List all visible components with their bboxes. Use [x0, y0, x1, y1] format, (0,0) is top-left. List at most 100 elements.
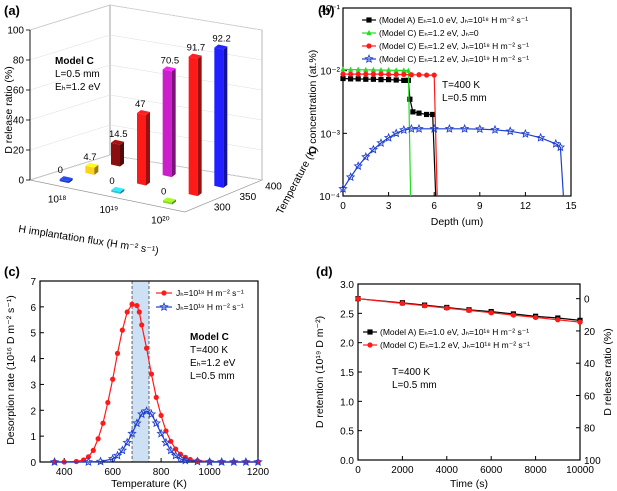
panel-b-data-point	[459, 123, 470, 133]
panel-d-data-point	[488, 310, 494, 316]
panel-a-bar	[59, 176, 73, 184]
panel-a-gridline	[29, 154, 111, 181]
panel-a-bar-value-label: 14.5	[109, 129, 128, 140]
panel-d-x-tick-label: 8000	[524, 465, 547, 476]
panel-c-data-point	[114, 350, 121, 356]
panel-c-data-point	[136, 309, 142, 315]
panel-a-bar-value-label: 4.7	[83, 152, 96, 163]
panel-a-bar-value-label: 47	[135, 99, 146, 110]
panel-b-data-point	[383, 132, 394, 142]
panel-c-y-tick-label: 0	[30, 458, 36, 469]
panel-b-legend-marker	[366, 29, 372, 36]
panel-a-gridlines	[29, 4, 263, 181]
panel-c-x-tick-label: 1200	[247, 467, 270, 478]
panel-b-x-tick-label: 6	[431, 201, 437, 212]
panel-d-data-point	[533, 314, 539, 321]
panel-c-data-point	[216, 457, 227, 467]
panel-a-bar-top	[137, 110, 150, 115]
panel-b-data-point	[399, 125, 409, 135]
panel-a-z-tick-label: 300	[214, 203, 231, 214]
panel-c-y-tick-label: 3	[30, 380, 36, 391]
panel-a-bar-top	[188, 53, 202, 59]
panel-b-data-point	[355, 71, 361, 77]
panel-d-legend: (Model A) Eₕ=1.0 eV, Jₕ=10¹⁸ H m⁻² s⁻¹ (M…	[363, 327, 530, 350]
panel-a-bar-side	[172, 199, 176, 205]
panel-a-bar-side	[120, 141, 124, 167]
panel-b-data-point	[551, 138, 561, 148]
panel-a-bar-value-label: 91.7	[187, 43, 206, 54]
panel-a-bar-front	[85, 165, 95, 175]
panel-b-data-point	[407, 96, 413, 102]
panel-a-bar	[214, 44, 228, 188]
panel-a-annotation: Model C L=0.5 mm Eₕ=1.2 eV	[55, 56, 101, 93]
panel-c-y-axis-label: Desorption rate (10¹⁶ D m⁻² s⁻¹)	[5, 295, 17, 445]
panel-a-z-tick-label: 350	[240, 192, 257, 203]
panel-b-data-point	[430, 111, 436, 118]
panel-a-gridline	[29, 34, 111, 61]
panel-b-legend-label: (Model A) Eₕ=1.0 eV, Jₕ=10¹⁸ H m⁻² s⁻¹	[379, 15, 528, 25]
panel-c-data-point	[112, 450, 123, 460]
panel-b-data-point	[475, 124, 485, 134]
panel-b-x-tick-label: 12	[520, 201, 532, 212]
panel-a-y-tick-label: 100	[7, 26, 24, 37]
panel-b-x-tick-label: 15	[565, 201, 577, 212]
panel-a-x-axis-label: H implantation flux (H m⁻² s⁻¹)	[18, 223, 160, 257]
panel-c-y-tick-label: 6	[30, 303, 36, 314]
panel-c-legend-label: Jₕ=10¹⁹ H m⁻² s⁻¹	[176, 302, 244, 312]
panel-c-data-point	[166, 445, 176, 455]
panel-c-data-point	[105, 399, 111, 406]
panel-b-series-line	[342, 77, 437, 197]
panel-b-legend-marker	[366, 17, 372, 23]
panel-c-data-point	[180, 455, 191, 465]
panel-b-data-point	[431, 72, 437, 78]
panel-d-x-tick-label: 0	[355, 465, 361, 476]
panel-a-bar-side	[223, 46, 228, 188]
panel-b-data-point	[386, 67, 392, 73]
panel-c-data-point	[204, 457, 215, 467]
panel-b-data-point	[348, 66, 354, 72]
panel-d-data-point	[510, 312, 516, 318]
panel-b-data-point	[386, 71, 392, 78]
panel-a-bar-front	[111, 189, 121, 194]
panel-b-data-point	[370, 71, 376, 77]
panel-c-x-axis-label: Temperature (K)	[111, 478, 187, 490]
panel-b-series-group	[340, 71, 438, 197]
panel-c-annotation-line: T=400 K	[190, 345, 228, 356]
panel-c-data-point	[151, 418, 161, 428]
panel-a-gridline	[109, 34, 263, 61]
panel-c-data-point	[143, 345, 150, 351]
panel-c-x-tick-label: 600	[104, 467, 121, 478]
panel-c-data-point	[168, 438, 174, 444]
panel-c-data-point	[170, 450, 181, 460]
panel-a-bar-value-label: 0	[161, 187, 166, 198]
panel-c-data-point	[153, 394, 159, 400]
panel-c-data-point	[134, 302, 140, 309]
panel-d-right-y-tick-label: 80	[584, 424, 596, 435]
panel-b-data-point	[408, 72, 414, 78]
panel-d: (d) 0 2000 4000 6000 8000 10000 0.0 0.5 1.0 1.5 2.…	[314, 264, 614, 490]
panel-a-bar-value-label: 92.2	[212, 34, 231, 45]
panel-c-data-point	[49, 457, 60, 467]
panel-a-bar-top	[214, 44, 228, 50]
panel-a-x-tick-label: 10²⁰	[151, 216, 169, 227]
panel-c-data-point	[253, 457, 263, 467]
panel-d-y-tick-label: 2.5	[340, 309, 354, 320]
panel-b-data-point	[378, 71, 384, 77]
panel-c-plot-frame	[39, 280, 259, 463]
panel-d-legend-label: (Model A) Eₕ=1.0 eV, Jₕ=10¹⁸ H m⁻² s⁻¹	[380, 327, 529, 337]
panel-b-data-point	[555, 142, 566, 152]
panel-c-y-tick-label: 5	[30, 329, 36, 340]
panel-d-series	[355, 296, 583, 325]
panel-a-bar	[188, 53, 202, 197]
panel-a-gridline	[109, 94, 263, 121]
panel-c-x-tick-label: 400	[56, 467, 73, 478]
panel-b-data-point	[338, 183, 348, 193]
panel-b-data-point	[414, 123, 424, 133]
panel-d-label: (d)	[316, 264, 333, 279]
panel-c-data-point	[95, 436, 101, 442]
panel-a-y-tick-label: 60	[13, 86, 25, 97]
panel-a-bar	[111, 186, 125, 194]
panel-b-data-point	[520, 128, 531, 138]
panel-d-annotation: T=400 K L=0.5 mm	[392, 367, 437, 391]
panel-a-bars: 14.5 70.5 92.2 4.7 47 91.7 0 0 0	[58, 34, 231, 205]
